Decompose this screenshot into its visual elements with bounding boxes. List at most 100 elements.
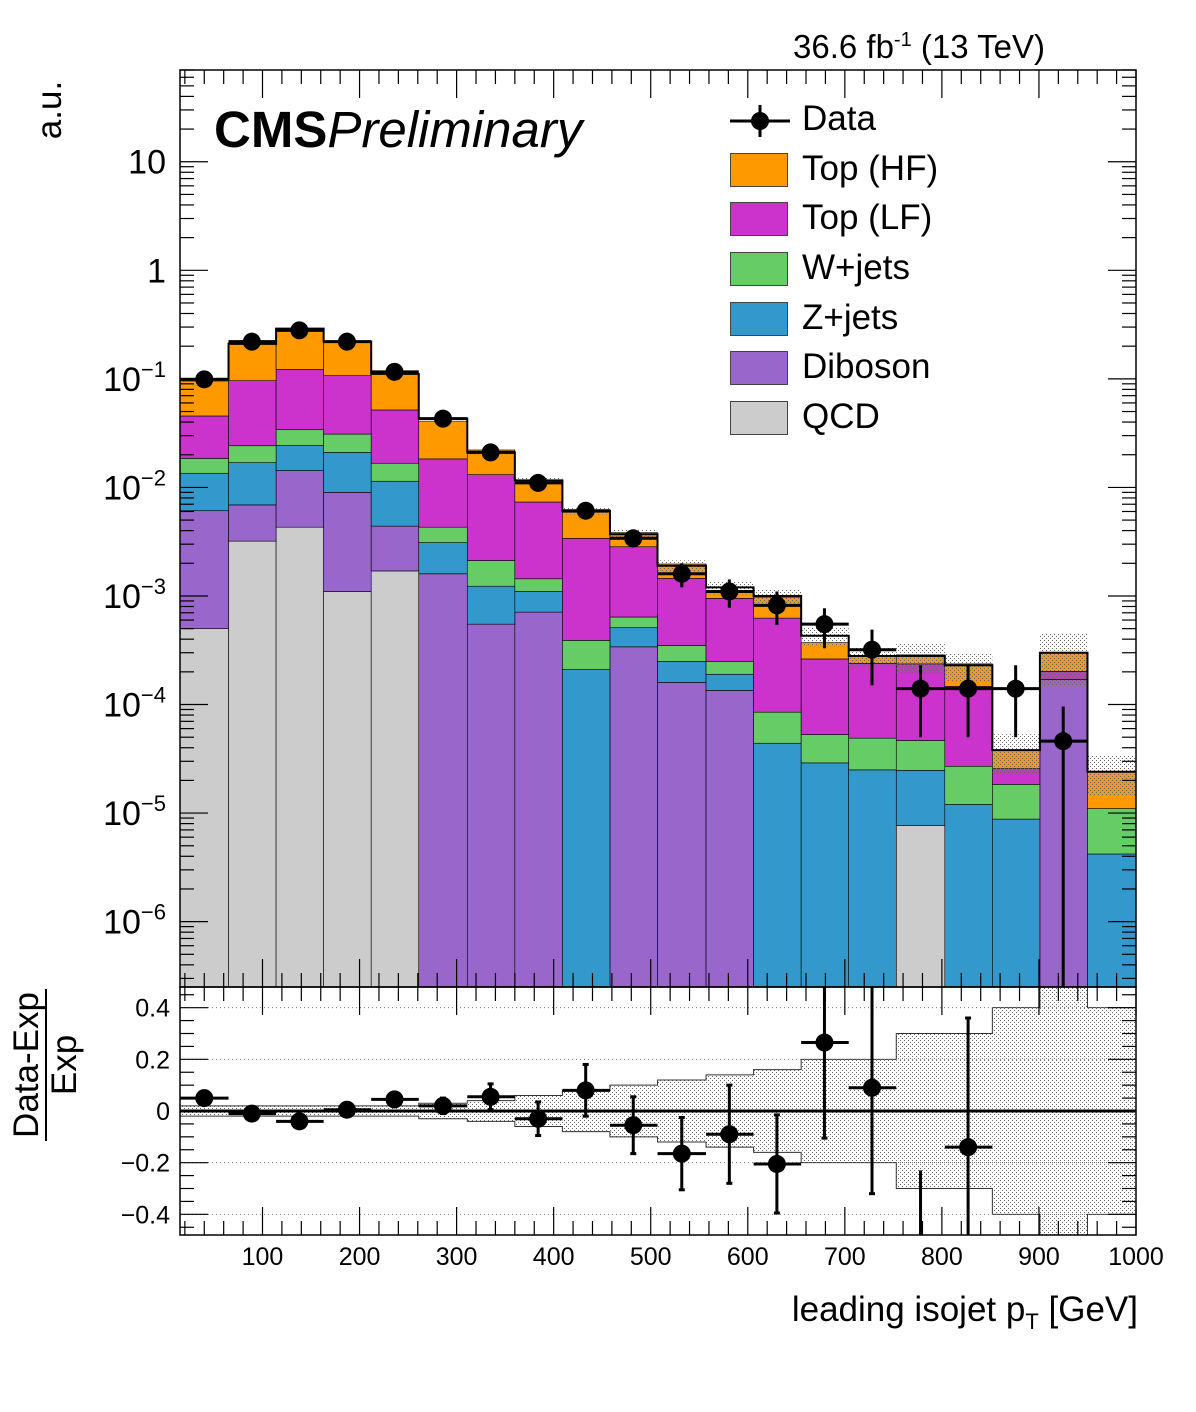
data-point — [481, 443, 500, 462]
ratio-point — [959, 1138, 978, 1157]
mc-uncertainty-band — [1087, 755, 1136, 796]
x-tick-label: 300 — [436, 1243, 478, 1271]
bar-w-jets — [562, 640, 611, 670]
legend-item-diboson: Diboson — [728, 346, 1028, 392]
bar-top-lf- — [228, 380, 277, 447]
lumi-energy: (13 TeV) — [911, 28, 1046, 65]
bar-w-jets — [228, 445, 277, 463]
x-tick-label: 600 — [727, 1243, 769, 1271]
bar-w-jets — [418, 526, 468, 543]
data-point — [1054, 732, 1073, 751]
bar-z-jets — [609, 627, 658, 648]
bar-top-lf- — [418, 458, 468, 528]
ratio-label-numerator: Data-Exp — [7, 992, 46, 1138]
x-axis-label-unit: [GeV] — [1038, 1290, 1139, 1329]
y-tick-label: 10−4 — [103, 683, 166, 725]
bar-top-hf- — [418, 421, 468, 460]
ratio-point — [863, 1078, 882, 1097]
legend-item-wjets: W+jets — [728, 247, 1028, 293]
bar-top-lf- — [657, 578, 707, 646]
data-point — [911, 679, 930, 698]
ratio-label-denominator: Exp — [45, 1035, 84, 1095]
bar-z-jets — [753, 742, 802, 988]
x-tick-label: 200 — [339, 1243, 381, 1271]
ratio-point — [481, 1087, 500, 1106]
legend-swatch-qcd — [730, 401, 788, 435]
data-point — [815, 615, 834, 634]
legend-item-top-hf: Top (HF) — [728, 148, 1028, 194]
bar-diboson — [514, 611, 563, 988]
bar-z-jets — [418, 542, 468, 575]
bar-z-jets — [562, 669, 611, 988]
bar-diboson — [275, 470, 324, 528]
legend-label-data: Data — [802, 99, 876, 138]
bar-top-lf- — [609, 546, 658, 618]
bar-diboson — [370, 525, 420, 572]
bar-w-jets — [609, 616, 658, 629]
bar-diboson — [228, 504, 277, 542]
bar-w-jets — [895, 740, 946, 771]
ratio-point — [242, 1104, 261, 1123]
legend-data-marker — [730, 105, 790, 137]
data-point — [863, 640, 882, 659]
data-point — [720, 582, 739, 601]
cms-preliminary-text: Preliminary — [327, 101, 583, 158]
bar-qcd — [179, 628, 229, 988]
legend-label-wjets: W+jets — [802, 248, 910, 287]
x-tick-label: 500 — [630, 1243, 672, 1271]
legend-label-top-lf: Top (LF) — [802, 198, 933, 237]
data-point — [1006, 679, 1025, 698]
ratio-point — [385, 1090, 404, 1109]
legend-swatch-zjets — [730, 302, 788, 336]
ratio-y-tick-label: −0.4 — [121, 1201, 170, 1229]
bar-z-jets — [992, 818, 1041, 988]
bar-diboson — [179, 510, 229, 629]
bar-qcd — [323, 591, 372, 988]
x-tick-label: 400 — [533, 1243, 575, 1271]
y-tick-label: 10 — [128, 144, 166, 182]
data-point — [434, 409, 453, 428]
ratio-point — [529, 1109, 548, 1128]
data-point — [672, 564, 691, 583]
ratio-y-tick-label: −0.2 — [121, 1150, 170, 1178]
lumi-exponent: -1 — [893, 29, 912, 51]
x-axis-label-main: leading isojet p — [791, 1290, 1026, 1329]
ratio-point — [576, 1081, 595, 1100]
bar-z-jets — [657, 661, 707, 683]
cms-label: CMSPreliminary — [214, 100, 582, 159]
mc-uncertainty-band — [992, 734, 1040, 775]
legend-label-zjets: Z+jets — [802, 298, 899, 337]
bar-z-jets — [466, 585, 516, 625]
ratio-band-upper-edge — [180, 986, 1136, 1107]
data-point — [624, 529, 643, 548]
bar-w-jets — [323, 433, 372, 453]
ratio-point — [337, 1100, 356, 1119]
bar-w-jets — [1087, 808, 1137, 855]
legend-label-diboson: Diboson — [802, 347, 931, 386]
bar-z-jets — [370, 480, 420, 527]
bar-w-jets — [179, 458, 229, 474]
x-tick-label: 1000 — [1108, 1243, 1164, 1271]
bar-diboson — [466, 623, 516, 988]
bar-diboson — [705, 690, 754, 988]
bar-top-lf- — [514, 501, 563, 580]
data-point — [242, 332, 261, 351]
legend-item-qcd: QCD — [728, 396, 1028, 442]
bar-qcd — [370, 570, 420, 988]
ratio-y-tick-label: 0.4 — [135, 995, 170, 1023]
y-axis-label-top: a.u. — [14, 70, 84, 150]
ratio-label-svg: Data-Exp Exp — [7, 989, 84, 1141]
ratio-point — [767, 1154, 786, 1173]
ratio-point — [720, 1125, 739, 1144]
data-point — [529, 473, 548, 492]
bar-w-jets — [944, 765, 993, 805]
y-tick-label: 10−1 — [103, 357, 166, 399]
legend-swatch-wjets — [730, 252, 788, 286]
y-tick-label: 10−2 — [103, 465, 166, 507]
bar-diboson — [609, 646, 658, 988]
x-axis-label: leading isojet pT [GeV] — [792, 1290, 1138, 1335]
bar-top-lf- — [370, 409, 420, 464]
y-tick-label: 10−3 — [103, 574, 166, 616]
legend-item-zjets: Z+jets — [728, 297, 1028, 343]
